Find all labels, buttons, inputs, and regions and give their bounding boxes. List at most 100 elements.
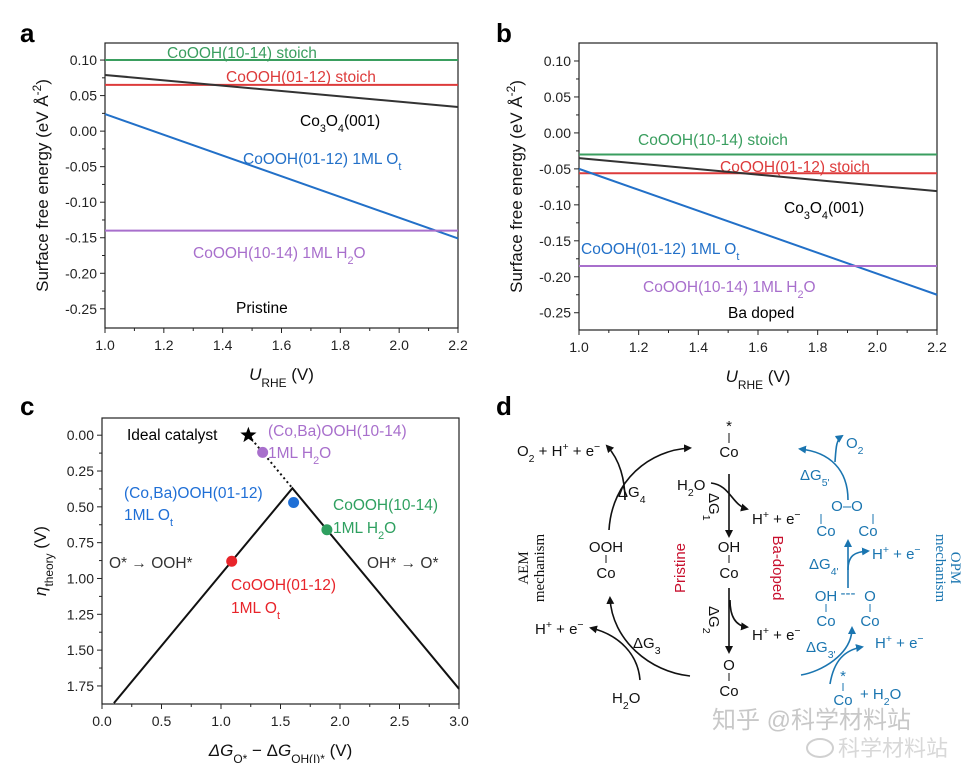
series-label-1: CoOOH(01-12) stoich xyxy=(226,69,376,86)
point-label-2: 1ML Ot xyxy=(124,507,173,529)
diagram-label-co-ohopm-left-part: Co xyxy=(816,613,835,630)
x-tick-label: 1.2 xyxy=(629,339,649,355)
diagram-label-h2o-top-part: 2 xyxy=(688,487,694,499)
point-label-3-part: O xyxy=(384,520,396,537)
y-axis-title-part: theory xyxy=(42,553,56,586)
reaction-arrow-12 xyxy=(798,445,849,501)
panel-letter-c: c xyxy=(20,391,34,421)
diagram-label-opm-line1-part: OPM xyxy=(947,552,963,585)
diagram-label-oh-opm-part: OH xyxy=(815,588,838,605)
diagram-label-o: O xyxy=(723,657,735,674)
reaction-arrow-3 xyxy=(589,625,641,681)
diagram-label-h-e-opm-2-part: − xyxy=(917,633,923,645)
y-tick-label: 0.00 xyxy=(67,427,94,443)
diagram-label-aem-line1: AEM xyxy=(516,551,532,584)
x-tick-label: 1.2 xyxy=(154,337,174,353)
diagram-label-co-star-mark-top-part: * xyxy=(726,418,732,435)
diagram-label-h-e-left-part: + xyxy=(546,619,552,631)
point-label-3: CoOOH(10-14) xyxy=(333,497,438,514)
point-label-2: (Co,Ba)OOH(01-12) xyxy=(124,485,263,502)
y-axis-title: Surface free energy (eV Å-2) xyxy=(30,79,52,292)
x-axis-title-part: G xyxy=(278,741,291,760)
y-tick-label: 1.25 xyxy=(67,606,94,622)
x-axis-title-part: RHE xyxy=(261,376,286,390)
diagram-label-h-e-opm-1-part: − xyxy=(914,544,920,556)
diagram-label-co-opm-bottom-part: Co xyxy=(833,692,852,709)
diagram-label-ba-doped: Ba-doped xyxy=(769,535,786,600)
series-label-2-part: (001) xyxy=(344,113,380,130)
point-label-0-part: Ideal catalyst xyxy=(127,427,218,444)
point-label-4-part: t xyxy=(277,610,280,622)
series-label-4-part: 2 xyxy=(797,289,803,301)
diagram-label-h-e-1: H+ + e− xyxy=(752,509,801,528)
diagram-label-dg5p: ΔG5' xyxy=(800,467,830,489)
diagram-label-h-e-1-part: + e xyxy=(769,511,794,528)
diagram-label-plus-h2o-opm: + H2O xyxy=(860,686,901,708)
y-tick-label: 1.00 xyxy=(67,570,94,586)
diagram-label-h-e-left-part: − xyxy=(577,619,583,631)
region-label-left: O* → OOH* xyxy=(109,555,193,572)
y-axis-title-part: η xyxy=(31,587,50,596)
diagram-label-h2o-top-part: O xyxy=(694,477,706,494)
diagram-label-h-e-1-part: − xyxy=(794,509,800,521)
point-label-1-part: 1ML H xyxy=(268,445,313,462)
reaction-arrow-7 xyxy=(729,599,749,631)
diagram-label-o2-h-e-top-left-part: O xyxy=(517,443,529,460)
series-label-0: CoOOH(10-14) stoich xyxy=(167,45,317,62)
condition-annotation: Pristine xyxy=(236,300,288,317)
reaction-arrow-0 xyxy=(608,444,692,531)
series-label-2: Co3O4(001) xyxy=(784,200,864,222)
x-tick-label: 0.0 xyxy=(92,713,112,729)
y-tick-label: 0.25 xyxy=(67,463,94,479)
watermark: 知乎 @科学材料站 科学材料站 xyxy=(712,707,948,761)
diagram-label-h-e-2: H+ + e− xyxy=(752,625,801,644)
y-tick-label: 1.75 xyxy=(67,678,94,694)
diagram-label-h-e-2-part: H xyxy=(752,627,763,644)
point-label-1: (Co,Ba)OOH(10-14) xyxy=(268,423,407,440)
y-axis-title-part: ) xyxy=(507,80,526,86)
diagram-label-o-opm: O xyxy=(864,588,876,605)
watermark-line2: 科学材料站 xyxy=(838,736,948,761)
y-tick-label: 0.00 xyxy=(544,125,571,141)
x-axis-title: ΔGO* − ΔGOH(I)* (V) xyxy=(208,741,353,763)
x-axis-title: URHE (V) xyxy=(249,365,314,390)
weibo-icon xyxy=(806,738,834,758)
series-label-3-part: CoOOH(01-12) 1ML O xyxy=(581,241,736,258)
diagram-label-co-ooh-part: Co xyxy=(596,565,615,582)
y-tick-label: -0.15 xyxy=(65,230,97,246)
diagram-label-o2-opm: O2 xyxy=(846,435,864,457)
series-label-2-part: O xyxy=(810,200,822,217)
point-label-3: 1ML H2O xyxy=(333,520,396,542)
series-label-4: CoOOH(10-14) 1ML H2O xyxy=(643,279,816,301)
diagram-label-h-e-opm-1-part: H xyxy=(872,546,883,563)
diagram-label-dg3-part: 3 xyxy=(655,645,661,657)
diagram-label-plus-h2o-opm-part: 2 xyxy=(884,696,890,708)
diagram-label-oh-part: OH xyxy=(718,539,741,556)
diagram-label-h2o-bottom-part: H xyxy=(612,690,623,707)
diagram-label-h-e-1-part: + xyxy=(763,509,769,521)
diagram-label-h-e-opm-1-part: + xyxy=(883,544,889,556)
volcano-line xyxy=(113,486,460,704)
diagram-label-hbond-part: --- xyxy=(841,585,856,602)
region-label-right: OH* → O* xyxy=(367,555,438,572)
diagram-label-h-e-2-part: + e xyxy=(769,627,794,644)
series-line-3 xyxy=(578,167,938,296)
diagram-label-opm-line1: OPM xyxy=(947,552,963,585)
chart-panel-c: 0.0 0.5 1.0 1.5 2.0 2.5 3.0 0.00 0.25 0.50 0.75 1.0… xyxy=(31,417,469,763)
y-axis-title-part: Surface free energy (eV Å xyxy=(507,96,526,293)
point-label-4-part: 1ML O xyxy=(231,600,277,617)
diagram-label-oh-opm: OH xyxy=(815,588,838,605)
diagram-label-h2o-top: H2O xyxy=(677,477,705,499)
diagram-label-co-ohopm-right: Co xyxy=(860,613,879,630)
diagram-label-dg4p-part: 4' xyxy=(831,566,839,578)
series-label-4-part: CoOOH(10-14) 1ML H xyxy=(643,279,797,296)
point-label-4: CoOOH(01-12) xyxy=(231,577,336,594)
series-label-1: CoOOH(01-12) stoich xyxy=(720,159,870,176)
point-label-2-part: 1ML O xyxy=(124,507,170,524)
x-tick-label: 1.6 xyxy=(272,337,292,353)
diagram-label-hbond: --- xyxy=(841,585,856,602)
diagram-label-dg1-part: ΔG xyxy=(705,493,722,515)
series-label-3: CoOOH(01-12) 1ML Ot xyxy=(243,151,401,173)
series-line-3 xyxy=(104,113,459,240)
diagram-label-co-star-mark-top: * xyxy=(726,418,732,435)
